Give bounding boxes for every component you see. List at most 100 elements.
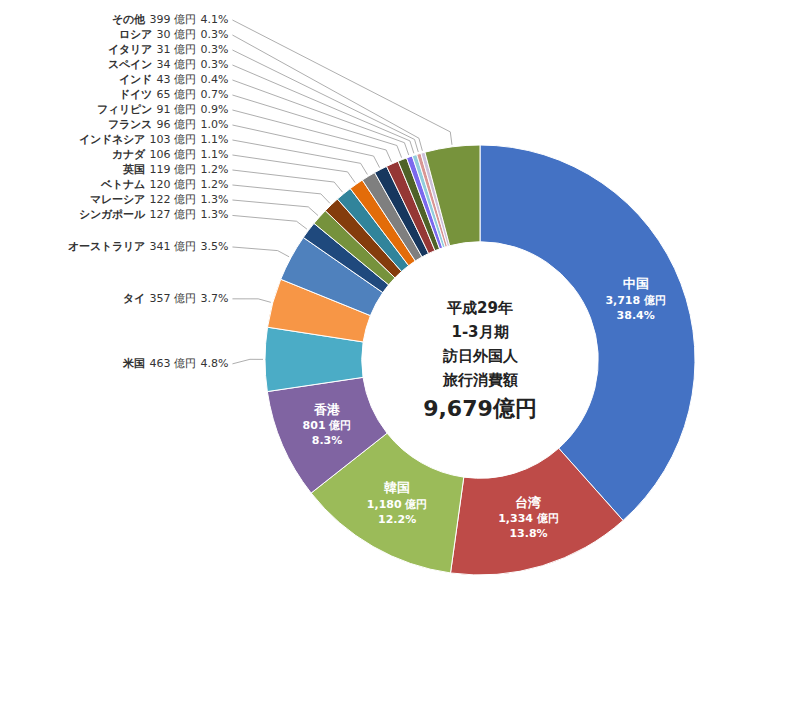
leader-line — [232, 65, 413, 153]
leader-line — [232, 170, 342, 192]
data-label: 米国 463 億円4.8% — [122, 357, 228, 370]
label-percent: 0.3% — [200, 28, 228, 41]
data-label: 英国119 億円1.2% — [122, 163, 228, 176]
leader-line — [232, 200, 318, 216]
slice — [480, 145, 695, 520]
label-percent: 1.3% — [200, 208, 228, 221]
center-line: 訪日外国人 — [442, 347, 519, 365]
label-category: その他 — [112, 13, 146, 26]
data-label: フランス96 億円1.0% — [108, 118, 228, 131]
label-amount: 106 億円 — [150, 148, 197, 161]
data-label: 香港 — [313, 402, 341, 417]
data-label: 8.3% — [312, 434, 343, 447]
leader-line — [232, 110, 391, 162]
data-label: 中国 — [623, 276, 649, 291]
label-category: ベトナム — [100, 178, 145, 191]
slice — [425, 145, 480, 246]
slice — [451, 448, 624, 575]
label-percent: 4.1% — [200, 13, 228, 26]
data-label: インド 43 億円0.4% — [119, 73, 228, 86]
label-amount: 31 億円 — [157, 43, 197, 56]
data-label: マレーシア 122 億円1.3% — [90, 193, 228, 206]
data-label: 12.2% — [378, 513, 416, 526]
data-label: ドイツ65 億円0.7% — [119, 88, 228, 101]
label-amount: 463 億円 — [150, 357, 197, 370]
label-amount: 122 億円 — [150, 193, 197, 206]
label-category: タイ — [123, 292, 145, 305]
labels: 中国 3,718 億円 38.4% 台湾 1,334 億円 13.8% 韓国 1,180 億円… — [68, 13, 666, 540]
label-amount: 30 億円 — [157, 28, 197, 41]
data-label: その他 399 億円4.1% — [112, 13, 228, 26]
label-amount: 103 億円 — [150, 133, 197, 146]
leader-line — [232, 185, 329, 203]
label-percent: 1.0% — [200, 118, 228, 131]
label-amount: 399 億円 — [150, 13, 197, 26]
label-percent: 0.9% — [200, 103, 228, 116]
label-amount: 34 億円 — [157, 58, 197, 71]
leader-line — [232, 125, 379, 168]
data-label: シンガポール127 億円1.3% — [79, 208, 228, 221]
label-category: インド — [119, 73, 152, 86]
slices — [265, 145, 695, 575]
center-total: 9,679億円 — [423, 396, 537, 421]
leader-lines — [232, 20, 452, 364]
label-category: スペイン — [108, 58, 152, 71]
data-label: 1,180 億円 — [367, 498, 428, 511]
data-label: フィリピン91 億円0.9% — [97, 103, 228, 116]
data-label: 13.8% — [509, 527, 547, 540]
label-category: ロシア — [119, 28, 152, 41]
data-label: ベトナム 120 億円1.2% — [100, 178, 228, 191]
data-label: イタリア 31 億円0.3% — [108, 43, 228, 56]
data-label: 801 億円 — [303, 419, 352, 432]
data-label: インドネシア 103 億円1.1% — [79, 133, 228, 146]
label-amount: 120 億円 — [150, 178, 197, 191]
leader-line — [232, 20, 452, 145]
label-amount: 341 億円 — [150, 240, 197, 253]
leader-line — [232, 140, 367, 175]
label-amount: 43 億円 — [157, 73, 197, 86]
label-category: カナダ — [112, 148, 146, 161]
label-category: シンガポール — [79, 208, 146, 221]
data-label: 1,334 億円 — [498, 512, 559, 525]
slice — [267, 377, 387, 493]
label-amount: 357 億円 — [150, 292, 197, 305]
data-label: オーストラリア 341 億円3.5% — [68, 240, 228, 253]
label-category: イタリア — [108, 43, 152, 56]
data-label: ロシア 30 億円0.3% — [119, 28, 228, 41]
label-percent: 3.5% — [200, 240, 228, 253]
label-percent: 1.2% — [200, 163, 228, 176]
leader-line — [232, 359, 263, 364]
data-label: 台湾 — [515, 495, 541, 510]
center-text: 平成29年1-3月期訪日外国人旅行消費額9,679億円 — [423, 299, 537, 422]
data-label: タイ357 億円3.7% — [123, 292, 228, 305]
data-label: 3,718 億円 — [605, 294, 666, 307]
label-percent: 1.3% — [200, 193, 228, 206]
label-category: マレーシア — [90, 193, 145, 206]
label-category: 米国 — [122, 357, 145, 370]
label-percent: 0.3% — [200, 58, 228, 71]
label-percent: 0.4% — [200, 73, 228, 86]
data-label: 38.4% — [617, 309, 655, 322]
label-category: オーストラリア — [68, 240, 145, 253]
label-category: 英国 — [122, 163, 145, 176]
label-category: インドネシア — [79, 133, 145, 146]
chart: 中国 3,718 億円 38.4% 台湾 1,334 億円 13.8% 韓国 1,180 億円… — [0, 0, 800, 706]
data-label: カナダ 106 億円1.1% — [112, 148, 228, 161]
label-percent: 4.8% — [200, 357, 228, 370]
leader-line — [232, 299, 270, 302]
plot: 中国 3,718 億円 38.4% 台湾 1,334 億円 13.8% 韓国 1,180 億円… — [68, 13, 695, 575]
leader-line — [232, 247, 289, 257]
data-label: 韓国 — [384, 480, 410, 495]
label-percent: 0.3% — [200, 43, 228, 56]
center-line: 旅行消費額 — [442, 371, 518, 389]
label-category: フランス — [108, 118, 152, 131]
label-percent: 1.1% — [200, 148, 228, 161]
data-label: スペイン 34 億円0.3% — [108, 58, 228, 71]
label-percent: 1.1% — [200, 133, 228, 146]
label-amount: 65 億円 — [157, 88, 197, 101]
center-line: 平成29年 — [446, 299, 513, 317]
label-category: ドイツ — [119, 88, 152, 101]
leader-line — [232, 215, 306, 229]
label-percent: 1.2% — [200, 178, 228, 191]
label-amount: 91 億円 — [157, 103, 197, 116]
